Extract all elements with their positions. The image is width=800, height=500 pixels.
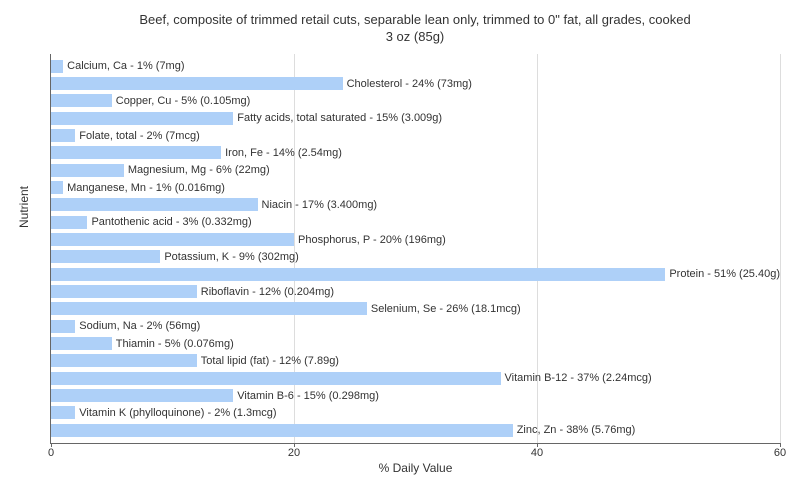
bar-row: Magnesium, Mg - 6% (22mg) — [51, 164, 780, 177]
bar-row: Thiamin - 5% (0.076mg) — [51, 337, 780, 350]
bar-label: Cholesterol - 24% (73mg) — [347, 78, 472, 90]
bar-row: Zinc, Zn - 38% (5.76mg) — [51, 424, 780, 437]
bar — [51, 233, 294, 246]
bar — [51, 389, 233, 402]
title-line-1: Beef, composite of trimmed retail cuts, … — [139, 12, 690, 27]
bar-label: Folate, total - 2% (7mcg) — [79, 130, 199, 142]
bar — [51, 302, 367, 315]
bars-container: Calcium, Ca - 1% (7mg) Cholesterol - 24% … — [51, 60, 780, 437]
bar-label: Potassium, K - 9% (302mg) — [164, 251, 299, 263]
bar — [51, 181, 63, 194]
bar-row: Vitamin B-6 - 15% (0.298mg) — [51, 389, 780, 402]
bar-row: Vitamin K (phylloquinone) - 2% (1.3mcg) — [51, 406, 780, 419]
bar — [51, 372, 501, 385]
bar-row: Pantothenic acid - 3% (0.332mg) — [51, 216, 780, 229]
bar-label: Thiamin - 5% (0.076mg) — [116, 338, 234, 350]
bar-row: Sodium, Na - 2% (56mg) — [51, 320, 780, 333]
bar-row: Fatty acids, total saturated - 15% (3.00… — [51, 112, 780, 125]
bar-label: Selenium, Se - 26% (18.1mcg) — [371, 303, 521, 315]
bar-row: Calcium, Ca - 1% (7mg) — [51, 60, 780, 73]
bar-label: Manganese, Mn - 1% (0.016mg) — [67, 182, 225, 194]
x-tick-label: 40 — [531, 447, 543, 459]
bar-label: Iron, Fe - 14% (2.54mg) — [225, 147, 342, 159]
bar-row: Protein - 51% (25.40g) — [51, 268, 780, 281]
bar-row: Selenium, Se - 26% (18.1mcg) — [51, 302, 780, 315]
bar-label: Riboflavin - 12% (0.204mg) — [201, 286, 334, 298]
y-axis-label: Nutrient — [17, 186, 31, 228]
bar-row: Total lipid (fat) - 12% (7.89g) — [51, 354, 780, 367]
bar-row: Cholesterol - 24% (73mg) — [51, 77, 780, 90]
bar-label: Vitamin K (phylloquinone) - 2% (1.3mcg) — [79, 407, 276, 419]
bar-row: Folate, total - 2% (7mcg) — [51, 129, 780, 142]
x-axis-label: % Daily Value — [379, 461, 453, 475]
bar-label: Calcium, Ca - 1% (7mg) — [67, 60, 184, 72]
x-tick-label: 60 — [774, 447, 786, 459]
bar-row: Copper, Cu - 5% (0.105mg) — [51, 94, 780, 107]
bar-label: Sodium, Na - 2% (56mg) — [79, 320, 200, 332]
bar — [51, 112, 233, 125]
title-line-2: 3 oz (85g) — [386, 29, 445, 44]
bar-row: Riboflavin - 12% (0.204mg) — [51, 285, 780, 298]
bar — [51, 94, 112, 107]
bar-row: Vitamin B-12 - 37% (2.24mcg) — [51, 372, 780, 385]
bar-label: Vitamin B-12 - 37% (2.24mcg) — [505, 372, 652, 384]
bar-label: Total lipid (fat) - 12% (7.89g) — [201, 355, 339, 367]
bar-label: Niacin - 17% (3.400mg) — [262, 199, 378, 211]
plot-area: Nutrient % Daily Value 0204060 Calcium, … — [50, 54, 780, 444]
bar — [51, 424, 513, 437]
bar — [51, 77, 343, 90]
bar-label: Protein - 51% (25.40g) — [669, 268, 780, 280]
bar-row: Manganese, Mn - 1% (0.016mg) — [51, 181, 780, 194]
bar-label: Fatty acids, total saturated - 15% (3.00… — [237, 112, 442, 124]
bar — [51, 146, 221, 159]
bar — [51, 198, 258, 211]
bar-row: Iron, Fe - 14% (2.54mg) — [51, 146, 780, 159]
bar — [51, 354, 197, 367]
chart-title: Beef, composite of trimmed retail cuts, … — [50, 12, 780, 46]
x-tick-label: 20 — [288, 447, 300, 459]
x-tick-label: 0 — [48, 447, 54, 459]
nutrient-chart: Beef, composite of trimmed retail cuts, … — [0, 0, 800, 500]
bar — [51, 268, 665, 281]
bar — [51, 164, 124, 177]
bar — [51, 285, 197, 298]
bar-label: Zinc, Zn - 38% (5.76mg) — [517, 424, 636, 436]
bar — [51, 337, 112, 350]
bar — [51, 320, 75, 333]
bar-label: Magnesium, Mg - 6% (22mg) — [128, 164, 270, 176]
bar-row: Potassium, K - 9% (302mg) — [51, 250, 780, 263]
bar-label: Phosphorus, P - 20% (196mg) — [298, 234, 446, 246]
bar — [51, 60, 63, 73]
bar-label: Pantothenic acid - 3% (0.332mg) — [91, 216, 251, 228]
bar — [51, 406, 75, 419]
bar — [51, 250, 160, 263]
bar-label: Copper, Cu - 5% (0.105mg) — [116, 95, 251, 107]
bar-row: Phosphorus, P - 20% (196mg) — [51, 233, 780, 246]
bar-row: Niacin - 17% (3.400mg) — [51, 198, 780, 211]
bar — [51, 129, 75, 142]
grid-line — [780, 54, 781, 443]
bar-label: Vitamin B-6 - 15% (0.298mg) — [237, 390, 379, 402]
bar — [51, 216, 87, 229]
